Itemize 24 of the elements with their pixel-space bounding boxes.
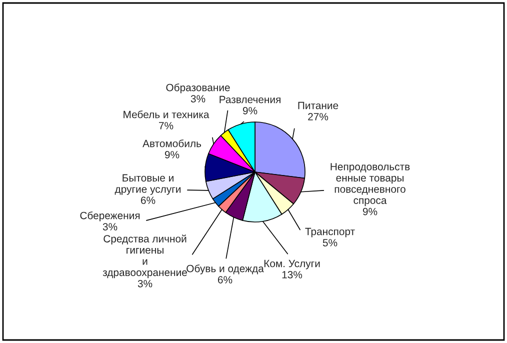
data-label: 3% <box>102 223 118 230</box>
slice-label: Средства личной гигиены и здравоохранение <box>102 234 187 278</box>
data-label: 5% <box>322 239 338 246</box>
data-label: 6% <box>218 276 232 284</box>
data-label: 3% <box>138 280 152 288</box>
slice-label: Развлечения <box>220 96 280 104</box>
data-label: 13% <box>282 271 302 278</box>
slice-label: Мебель и техника <box>124 110 210 118</box>
slice-label: Транспорт <box>305 228 355 238</box>
slice-label: Автомобиль <box>142 139 202 148</box>
slice-label: Ком. Услуги <box>264 260 320 270</box>
slice-label: Непродовольств енные товары повседневного спроса <box>330 163 410 206</box>
data-label: 9% <box>242 107 258 114</box>
slice-label: Питание <box>298 102 338 110</box>
data-label: 9% <box>164 151 180 158</box>
slice-label: Сбережения <box>80 211 140 222</box>
data-label: 6% <box>141 196 156 204</box>
data-label: 7% <box>159 122 174 130</box>
data-label: 9% <box>362 208 378 216</box>
slice-label: Обувь и одежда <box>186 264 264 274</box>
slice-label: Образование <box>166 83 230 94</box>
slice-label: Бытовые и другие услуги <box>114 174 181 195</box>
data-label: 27% <box>308 113 328 120</box>
data-label: 3% <box>190 95 206 102</box>
